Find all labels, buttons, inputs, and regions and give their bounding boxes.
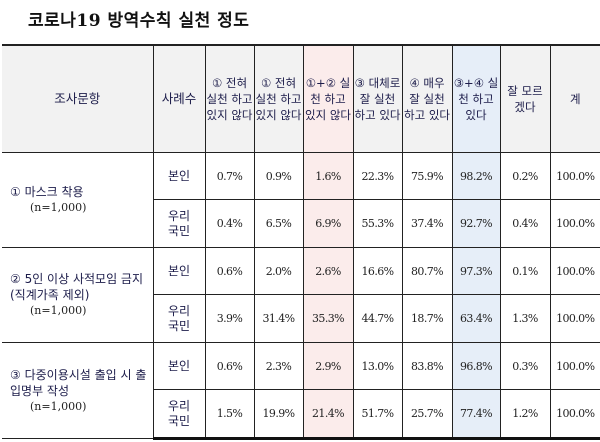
value-c12: 21.4% bbox=[302, 389, 354, 440]
header-respondent: 사례수 bbox=[152, 44, 206, 153]
practice-table: 조사문항 사례수 ① 전혀 실천 하고 있지 않다 ① 전혀 실천 하고 있지 … bbox=[2, 44, 600, 440]
value-c34: 92.7% bbox=[451, 199, 501, 248]
value-c3: 51.7% bbox=[352, 389, 403, 440]
value-total: 100.0% bbox=[549, 342, 600, 390]
sample-size: (n=1,000) bbox=[30, 201, 87, 214]
value-dont-know: 0.1% bbox=[499, 247, 551, 295]
value-total: 100.0% bbox=[549, 294, 600, 343]
value-dont-know: 0.4% bbox=[499, 199, 551, 248]
value-c12: 35.3% bbox=[302, 294, 354, 343]
value-dont-know: 1.2% bbox=[499, 389, 551, 440]
value-c2: 0.9% bbox=[253, 152, 304, 200]
value-c3: 22.3% bbox=[352, 152, 403, 200]
value-dont-know: 0.2% bbox=[499, 152, 551, 200]
respondent-label: 우리 국민 bbox=[153, 199, 206, 248]
value-c34: 97.3% bbox=[451, 247, 501, 295]
header-dont-know: 잘 모르 겠다 bbox=[499, 44, 551, 153]
respondent-label: 본인 bbox=[152, 152, 206, 200]
item-label: ③ 다중이용시설 출입 시 출입명부 작성 bbox=[10, 367, 147, 398]
table-row: 우리 국민 3.9% 31.4% 35.3% 44.7% 18.7% 63.4%… bbox=[2, 294, 600, 343]
sample-size: (n=1,000) bbox=[30, 399, 87, 413]
value-c12: 6.9% bbox=[302, 199, 354, 248]
respondent-label: 본인 bbox=[152, 247, 206, 295]
value-dont-know: 0.3% bbox=[499, 342, 551, 390]
value-c12: 2.6% bbox=[302, 247, 354, 295]
item-cell: ① 마스크 착용 (n=1,000) bbox=[2, 152, 154, 248]
item-label: ② 5인 이상 사적모임 금지(직계가족 제외) bbox=[10, 272, 144, 302]
value-c2: 19.9% bbox=[253, 389, 304, 440]
table-row: ① 마스크 착용 (n=1,000) 본인 0.7% 0.9% 1.6% 22.3… bbox=[2, 152, 600, 248]
value-c3: 44.7% bbox=[352, 294, 403, 343]
page-title: 코로나19 방역수칙 실천 정도 bbox=[28, 11, 250, 31]
respondent-label: 우리 국민 bbox=[153, 294, 206, 343]
value-c1: 3.9% bbox=[204, 294, 255, 343]
value-c1: 0.6% bbox=[204, 342, 255, 390]
value-c34: 96.8% bbox=[451, 342, 501, 390]
header-c4: ④ 매우 잘 실천 하고 있다 bbox=[401, 44, 453, 153]
table-row: 우리 국민 0.4% 6.5% 6.9% 55.3% 37.4% 92.7% 0… bbox=[2, 199, 600, 248]
header-c2: ① 전혀 실천 하고 있지 않다 bbox=[253, 44, 304, 153]
value-c1: 0.6% bbox=[204, 247, 255, 295]
header-item: 조사문항 bbox=[2, 44, 154, 153]
respondent-label: 우리 국민 bbox=[153, 389, 206, 440]
value-total: 100.0% bbox=[549, 389, 600, 440]
header-c3: ③ 대체로 잘 실천 하고 있다 bbox=[352, 44, 403, 153]
item-cell: ② 5인 이상 사적모임 금지(직계가족 제외) (n=1,000) bbox=[2, 247, 154, 343]
value-c1: 0.4% bbox=[204, 199, 255, 248]
value-c4: 75.9% bbox=[401, 152, 453, 200]
value-c34: 63.4% bbox=[451, 294, 501, 343]
table-row: 우리 국민 1.5% 19.9% 21.4% 51.7% 25.7% 77.4%… bbox=[2, 389, 600, 440]
header-row: 조사문항 사례수 ① 전혀 실천 하고 있지 않다 ① 전혀 실천 하고 있지 … bbox=[2, 44, 600, 153]
value-c1: 1.5% bbox=[204, 389, 255, 440]
header-c1: ① 전혀 실천 하고 있지 않다 bbox=[204, 44, 255, 153]
value-c2: 6.5% bbox=[253, 199, 304, 248]
value-c4: 18.7% bbox=[401, 294, 453, 343]
value-c3: 13.0% bbox=[352, 342, 403, 390]
value-c12: 2.9% bbox=[302, 342, 354, 390]
value-c1: 0.7% bbox=[204, 152, 255, 200]
value-c12: 1.6% bbox=[302, 152, 354, 200]
value-dont-know: 1.3% bbox=[499, 294, 551, 343]
value-c2: 2.0% bbox=[253, 247, 304, 295]
value-c4: 83.8% bbox=[401, 342, 453, 390]
value-total: 100.0% bbox=[549, 152, 600, 200]
value-c4: 80.7% bbox=[401, 247, 453, 295]
value-c3: 55.3% bbox=[352, 199, 403, 248]
item-cell: ③ 다중이용시설 출입 시 출입명부 작성 (n=1,000) bbox=[2, 342, 154, 439]
value-c34: 77.4% bbox=[451, 389, 501, 440]
value-c2: 2.3% bbox=[253, 342, 304, 390]
header-c34: ③+④ 실천 하고 있다 bbox=[451, 44, 501, 153]
header-c12: ①+② 실천 하고 있지 않다 bbox=[302, 44, 354, 153]
respondent-label: 본인 bbox=[152, 342, 206, 390]
value-c34: 98.2% bbox=[451, 152, 501, 200]
table-row: ② 5인 이상 사적모임 금지(직계가족 제외) (n=1,000) 본인 0.6… bbox=[2, 247, 600, 343]
header-total: 계 bbox=[549, 44, 600, 153]
value-c3: 16.6% bbox=[352, 247, 403, 295]
value-total: 100.0% bbox=[549, 247, 600, 295]
value-c4: 37.4% bbox=[401, 199, 453, 248]
value-c4: 25.7% bbox=[401, 389, 453, 440]
sample-size: (n=1,000) bbox=[30, 304, 87, 317]
value-c2: 31.4% bbox=[253, 294, 304, 343]
value-total: 100.0% bbox=[549, 199, 600, 248]
table-row: ③ 다중이용시설 출입 시 출입명부 작성 (n=1,000) 본인 0.6% 2… bbox=[2, 342, 600, 439]
item-label: ① 마스크 착용 bbox=[10, 185, 84, 199]
